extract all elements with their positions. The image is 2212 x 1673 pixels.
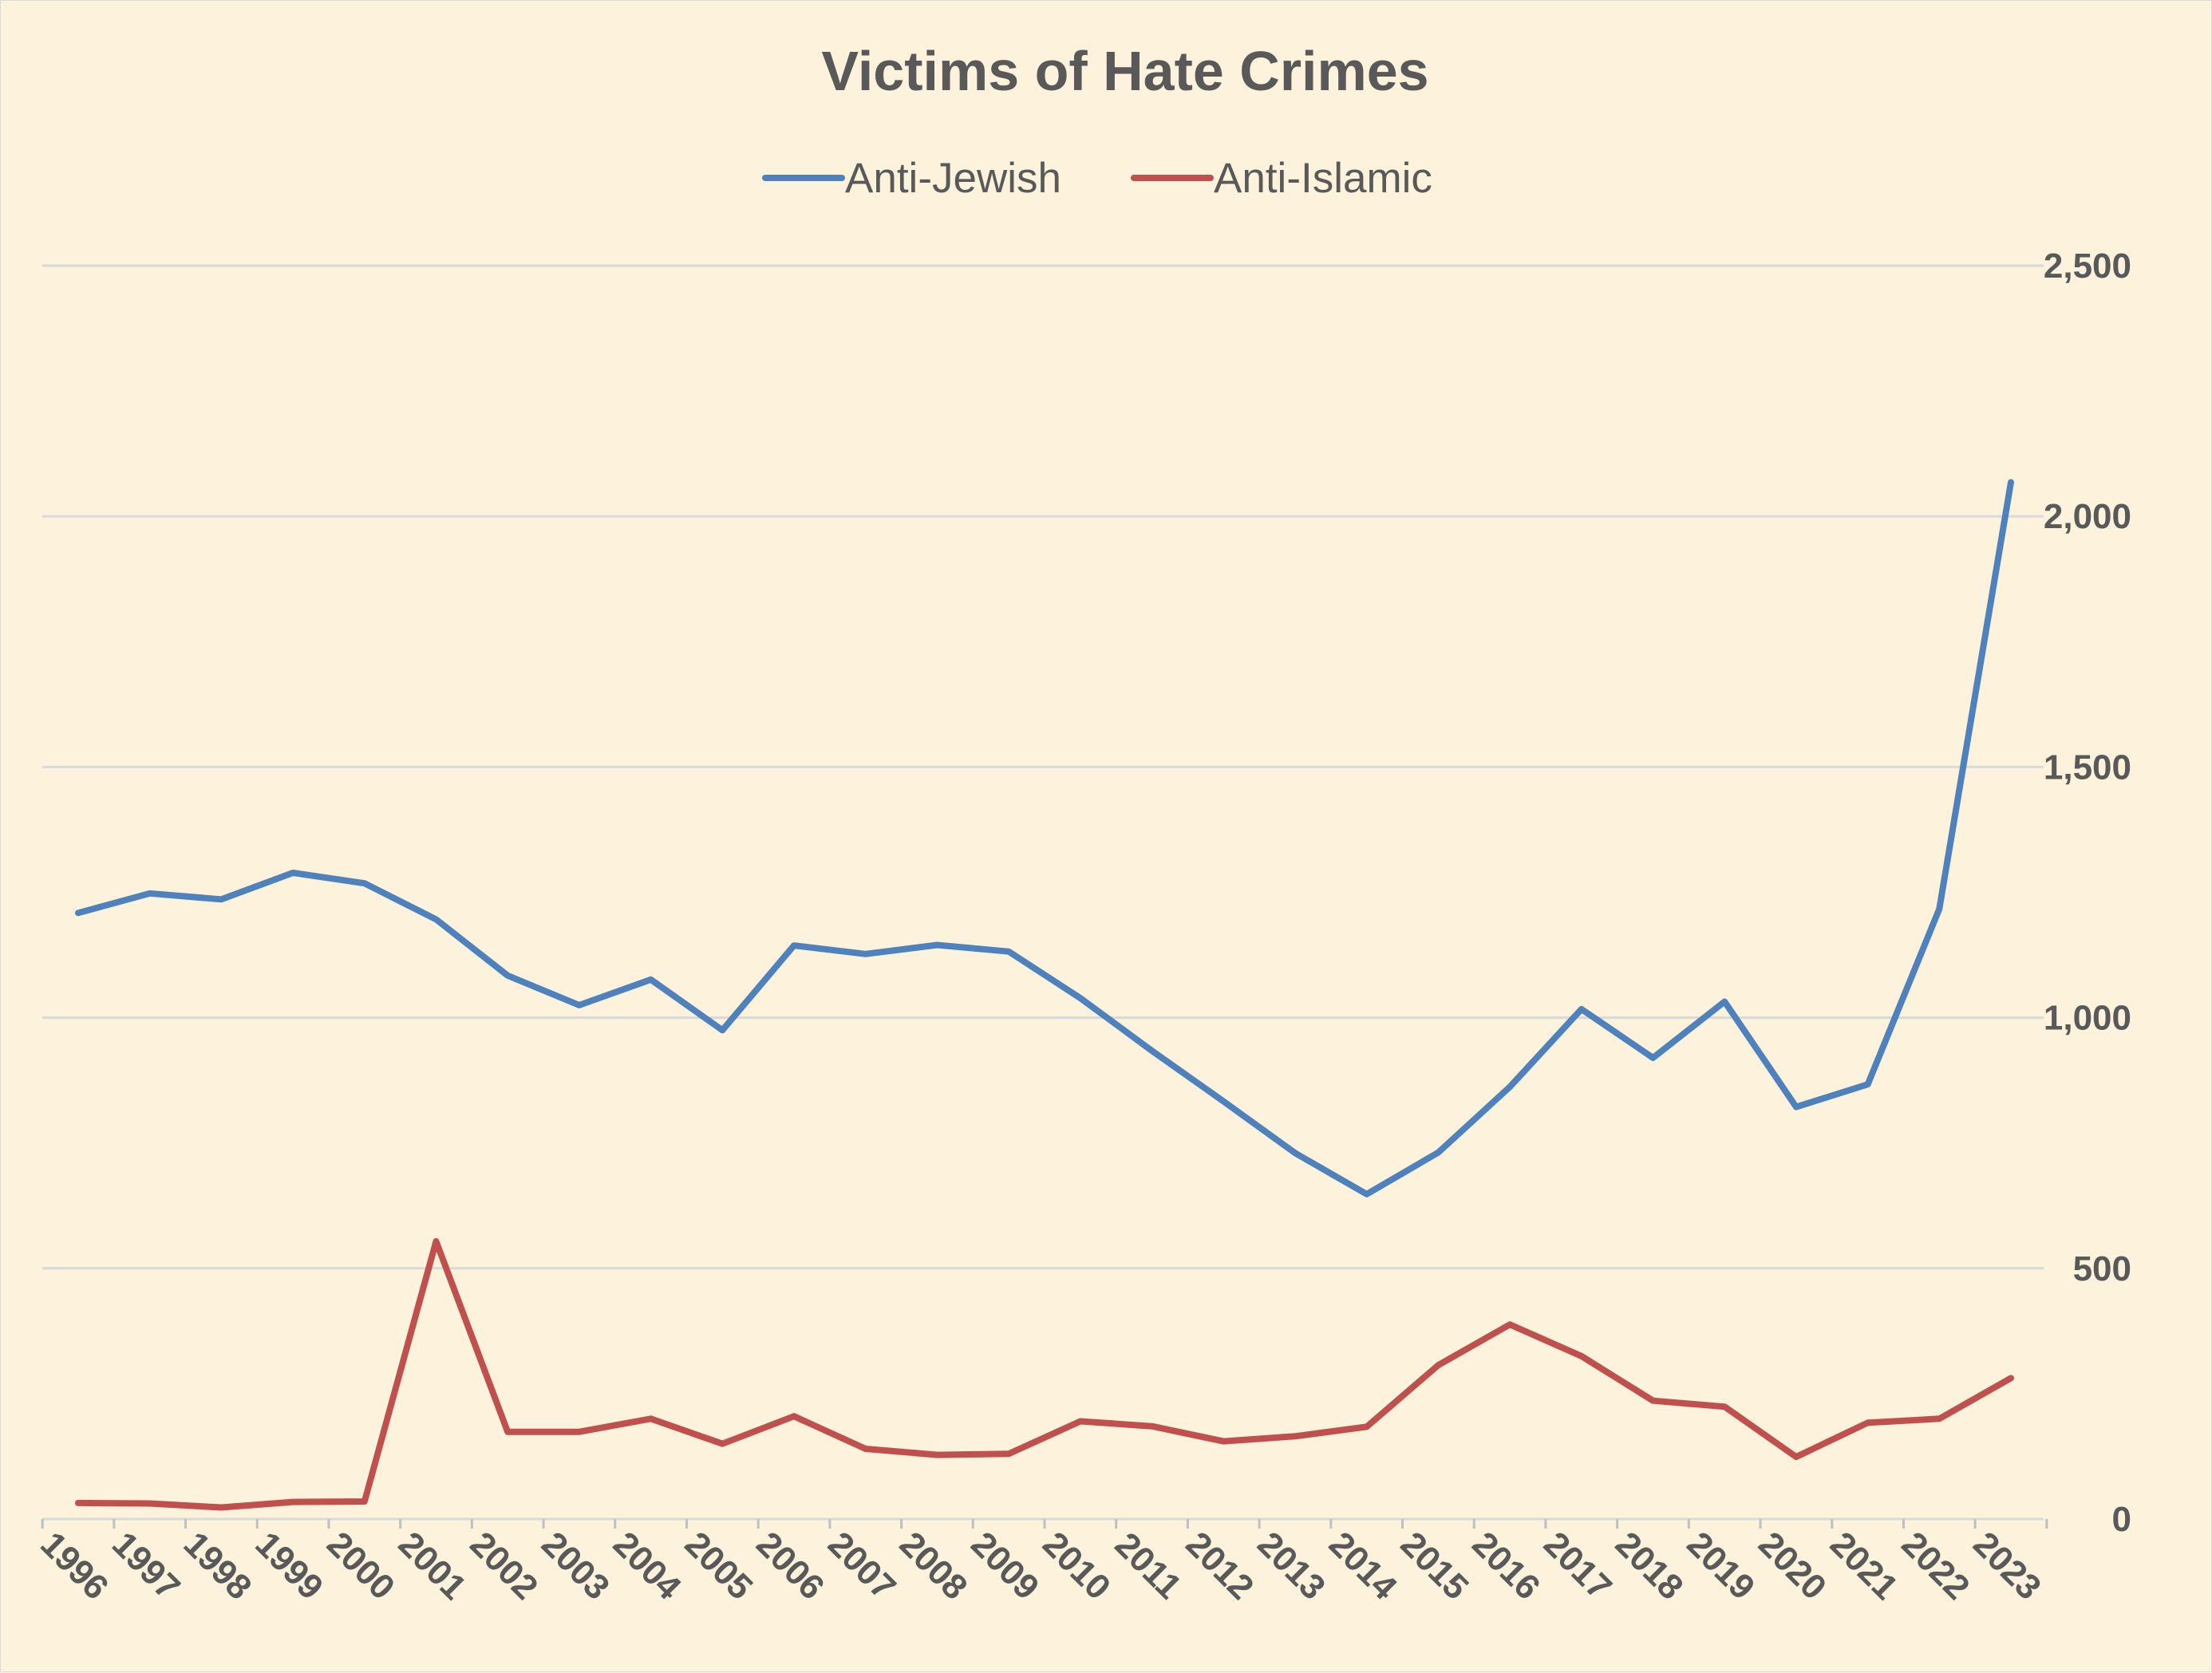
x-tick-label: 2014	[1321, 1525, 1404, 1608]
x-tick-label: 2009	[963, 1525, 1046, 1608]
x-tick-label: 2023	[1965, 1525, 2048, 1608]
x-axis-tick-labels: 1996199719981999200020012002200320042005…	[33, 1519, 2048, 1608]
y-axis-tick-labels: 0 500 1,000 1,500 2,000 2,500	[2044, 247, 2131, 1539]
x-tick-label: 2004	[606, 1525, 689, 1608]
x-tick-label: 2005	[677, 1525, 760, 1608]
y-tick-label: 1,000	[2044, 999, 2131, 1038]
y-tick-label: 2,500	[2044, 247, 2131, 286]
gridlines	[42, 264, 2044, 1521]
y-tick-label: 500	[2073, 1249, 2131, 1288]
x-tick-label: 2020	[1751, 1525, 1834, 1608]
x-tick-label: 2011	[1108, 1525, 1189, 1607]
x-tick-label: 2016	[1464, 1525, 1547, 1608]
x-tick-label: 2008	[892, 1525, 975, 1608]
x-tick-label: 2003	[534, 1525, 617, 1608]
x-tick-label: 1996	[33, 1525, 116, 1608]
x-tick-label: 1997	[105, 1525, 188, 1608]
legend: Anti-Jewish Anti-Islamic	[762, 155, 1432, 202]
legend-item: Anti-Islamic	[1131, 155, 1432, 202]
x-tick-label: 1998	[176, 1525, 259, 1608]
x-tick-label: 2007	[820, 1525, 903, 1608]
y-tick-label: 0	[2112, 1500, 2131, 1539]
x-tick-label: 2019	[1680, 1525, 1763, 1608]
series-line-anti-jewish	[75, 479, 2014, 1198]
series-line-anti-islamic	[75, 1237, 2014, 1511]
chart-title: Victims of Hate Crimes	[821, 40, 1428, 102]
x-tick-label: 1999	[247, 1525, 330, 1608]
x-tick-label: 2000	[319, 1525, 402, 1608]
x-tick-label: 2017	[1536, 1525, 1619, 1608]
x-tick-label: 2002	[463, 1525, 546, 1608]
x-tick-label: 2022	[1894, 1525, 1977, 1608]
x-tick-label: 2013	[1250, 1525, 1333, 1608]
x-tick-label: 2006	[749, 1525, 831, 1608]
series-lines	[75, 479, 2014, 1511]
x-tick-label: 2015	[1393, 1525, 1476, 1608]
x-tick-label: 2001	[391, 1525, 474, 1608]
x-tick-label: 2018	[1608, 1525, 1691, 1608]
legend-label: Anti-Islamic	[1214, 155, 1432, 202]
legend-label: Anti-Jewish	[845, 155, 1061, 202]
x-tick-label: 2021	[1823, 1525, 1906, 1608]
y-tick-label: 2,000	[2044, 497, 2131, 536]
x-tick-label: 2010	[1035, 1525, 1118, 1608]
y-tick-label: 1,500	[2044, 748, 2131, 787]
legend-item: Anti-Jewish	[762, 155, 1061, 202]
x-tick-label: 2012	[1179, 1525, 1262, 1608]
